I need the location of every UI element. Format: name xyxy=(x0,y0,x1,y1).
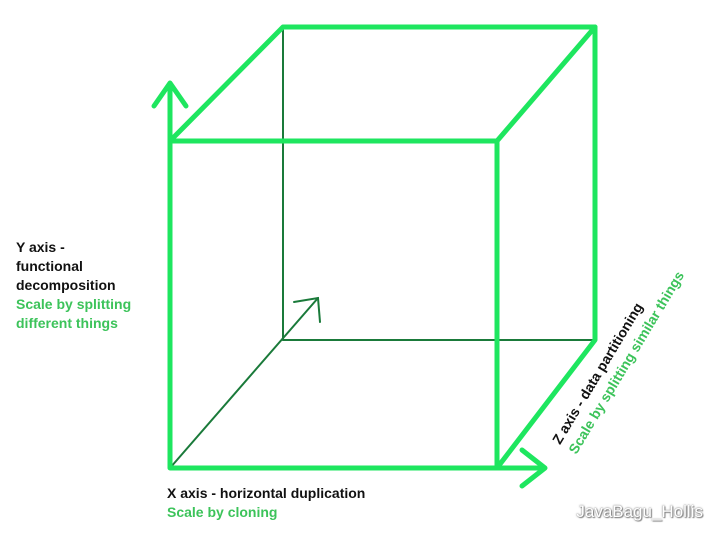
x-axis-title: X axis - horizontal duplication xyxy=(167,485,366,501)
cube-right-face-edges xyxy=(494,24,598,471)
watermark: JavaBagu_Hollis xyxy=(576,502,703,521)
x-axis-arrowhead xyxy=(519,447,548,489)
y-axis-title-line: Y axis - xyxy=(16,239,65,255)
cube-front-face xyxy=(167,138,500,471)
x-axis-desc: Scale by cloning xyxy=(167,504,278,520)
y-axis-title-line: decomposition xyxy=(16,277,116,293)
y-axis-desc-line: different things xyxy=(16,315,118,331)
x-axis-label: X axis - horizontal duplication Scale by… xyxy=(167,484,365,522)
y-axis-label: Y axis - functional decomposition Scale … xyxy=(16,238,131,333)
y-axis-title-line: functional xyxy=(16,258,83,274)
z-axis-arrowhead xyxy=(293,296,321,323)
y-axis-desc-line: Scale by splitting xyxy=(16,296,132,312)
cube-top-face-edges xyxy=(167,24,598,144)
z-axis-line xyxy=(169,297,319,469)
